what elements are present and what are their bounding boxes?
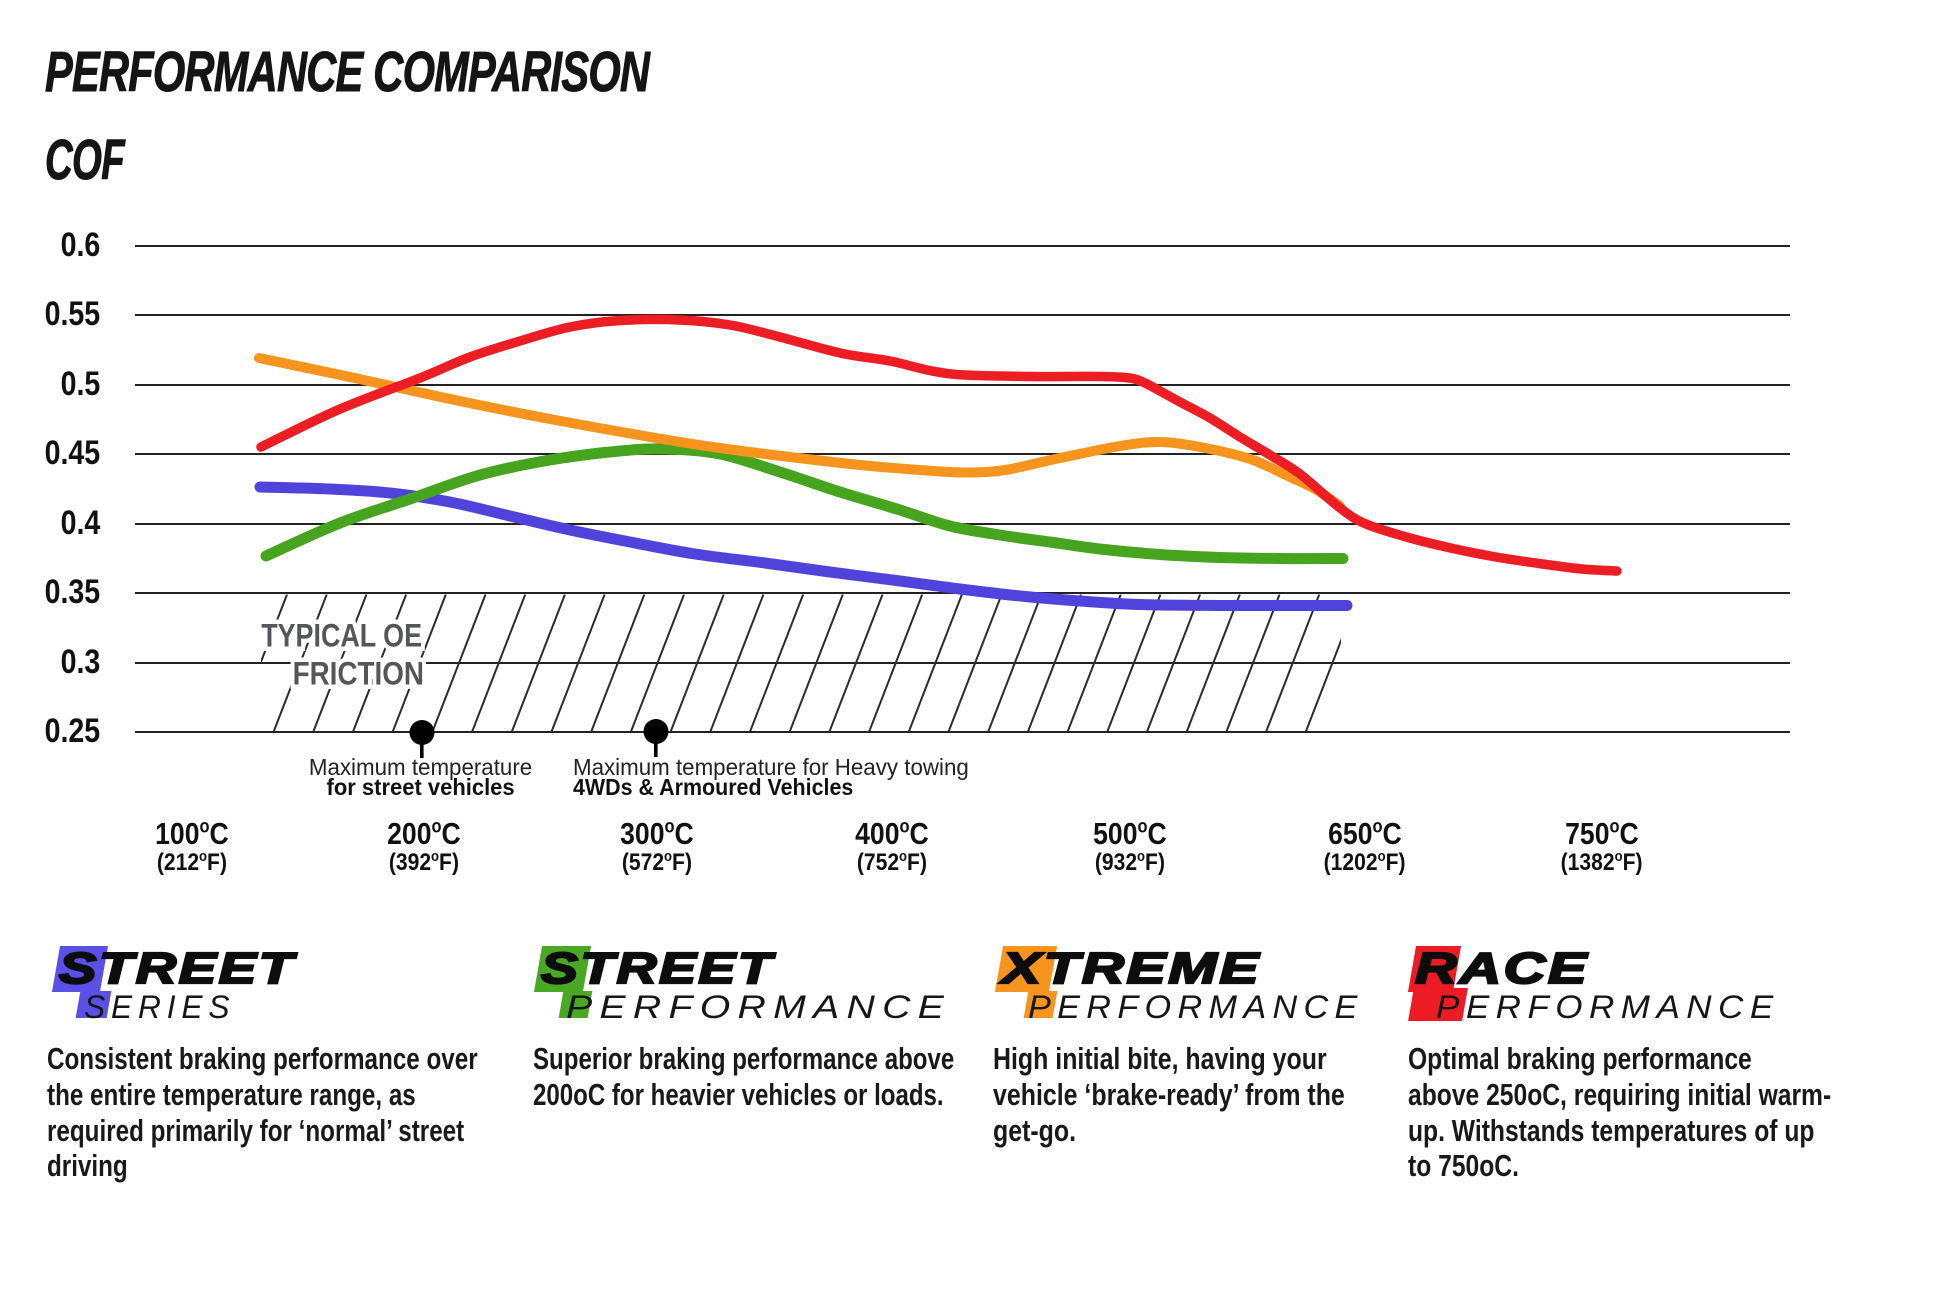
- svg-text:FRICTION: FRICTION: [293, 657, 424, 692]
- svg-text:TYPICAL OE: TYPICAL OE: [261, 618, 422, 654]
